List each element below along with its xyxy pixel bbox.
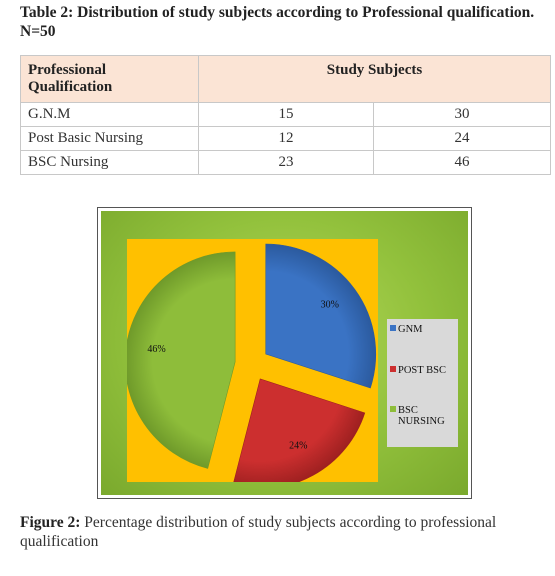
row-label: BSC Nursing xyxy=(20,150,199,175)
table-header-row: Professional Qualification Study Subject… xyxy=(20,55,551,103)
table-caption: Table 2: Distribution of study subjects … xyxy=(20,4,535,40)
pie-label-bsc-nursing: 46% xyxy=(147,344,165,355)
pie-label-gnm: 30% xyxy=(321,299,339,310)
table-row: G.N.M 15 30 xyxy=(20,102,551,127)
chart-legend: GNM POST BSC BSC NURSING xyxy=(387,319,458,447)
legend-item-bsc-nursing: BSC NURSING xyxy=(390,405,456,427)
chart-frame: 30% 24% 46% GNM POST BSC BSC NURSING xyxy=(101,211,468,495)
row-percent: 24 xyxy=(373,126,551,151)
figure-caption: Figure 2: Percentage distribution of stu… xyxy=(20,513,555,551)
legend-item-post-bsc: POST BSC xyxy=(390,365,446,376)
pie-slice-gnm xyxy=(265,243,377,389)
pie-chart-figure: 30% 24% 46% GNM POST BSC BSC NURSING xyxy=(97,207,472,499)
header-study-subjects: Study Subjects xyxy=(198,55,551,103)
figure-caption-text: Percentage distribution of study subject… xyxy=(20,514,497,550)
row-count: 15 xyxy=(198,102,374,127)
legend-swatch-post-bsc xyxy=(390,366,396,372)
qualification-table: Professional Qualification Study Subject… xyxy=(20,55,551,175)
legend-item-gnm: GNM xyxy=(390,324,423,335)
pie-slice-post-bsc xyxy=(233,378,366,482)
pie-slice-bsc-nursing xyxy=(127,251,236,469)
legend-swatch-gnm xyxy=(390,325,396,331)
table-row: Post Basic Nursing 12 24 xyxy=(20,126,551,151)
row-percent: 30 xyxy=(373,102,551,127)
row-label: G.N.M xyxy=(20,102,199,127)
table-row: BSC Nursing 23 46 xyxy=(20,150,551,175)
pie-chart: 30% 24% 46% xyxy=(127,243,377,482)
row-count: 23 xyxy=(198,150,374,175)
header-professional-qualification: Professional Qualification xyxy=(20,55,199,103)
plot-area: 30% 24% 46% xyxy=(127,239,378,482)
figure-caption-lead: Figure 2: xyxy=(20,514,81,531)
legend-swatch-bsc-nursing xyxy=(390,406,396,412)
row-percent: 46 xyxy=(373,150,551,175)
row-count: 12 xyxy=(198,126,374,151)
row-label: Post Basic Nursing xyxy=(20,126,199,151)
pie-label-post-bsc: 24% xyxy=(289,440,307,451)
